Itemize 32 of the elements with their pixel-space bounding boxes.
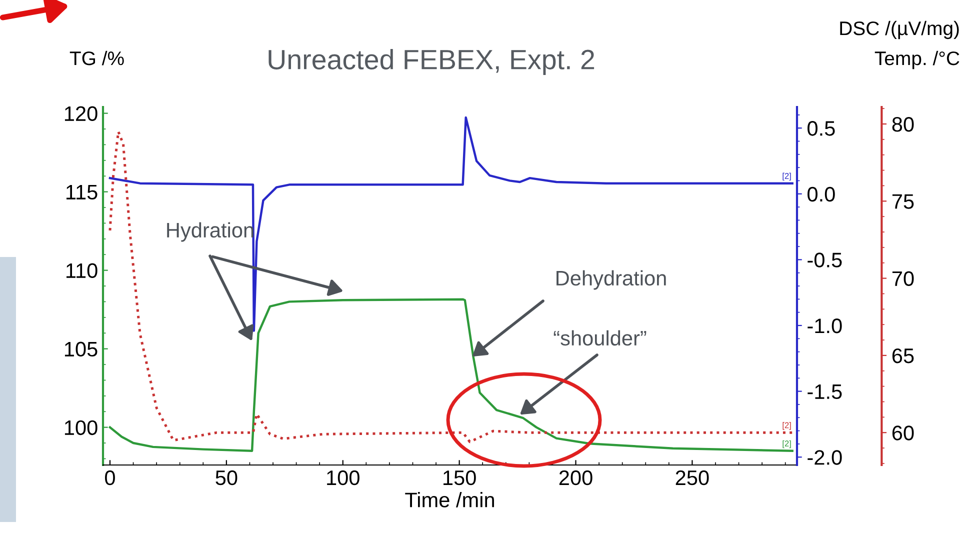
y3-tick-label: 80 (892, 116, 914, 132)
x-tick-label: 50 (216, 470, 238, 486)
y3-tick-label: 70 (892, 271, 914, 286)
annotation: [2] (782, 172, 791, 181)
y2-tick-label: -2.0 (808, 450, 842, 465)
x-tick-label: 200 (559, 470, 592, 486)
y-tick-label: 120 (64, 106, 98, 122)
y3-axis-title: Temp. /°C (874, 50, 960, 70)
x-tick-label: 100 (327, 470, 360, 486)
y2-tick-label: 0.0 (808, 186, 835, 202)
x-tick-label: 150 (444, 470, 476, 486)
y3-tick-label: 75 (892, 194, 914, 209)
y2-tick-label: -1.0 (808, 318, 842, 334)
y2-tick-label: 0.5 (808, 121, 835, 136)
y3-tick-label: 65 (892, 348, 914, 364)
annotation: [2] (782, 422, 791, 430)
annotation: Dehydration (556, 270, 666, 290)
y2-tick-label: -1.5 (808, 384, 842, 400)
annotation: [2] (782, 440, 791, 448)
y-tick-label: 100 (64, 420, 98, 436)
x-tick-label: 0 (105, 470, 115, 486)
x-tick-label: 250 (676, 470, 709, 486)
y2-tick-label: -0.5 (808, 252, 842, 268)
y-tick-label: 115 (66, 185, 98, 200)
y-tick-label: 105 (64, 342, 98, 357)
y-tick-label: 110 (66, 263, 98, 278)
x-axis-title: Time /min (405, 492, 494, 508)
annotation: “shoulder” (554, 330, 646, 346)
y3-tick-label: 60 (892, 426, 914, 440)
y2-axis-title: DSC /(µV/mg) (840, 20, 959, 40)
y-axis-title: TG /% (70, 50, 124, 66)
chart-title: Unreacted FEBEX, Expt. 2 (268, 49, 594, 75)
